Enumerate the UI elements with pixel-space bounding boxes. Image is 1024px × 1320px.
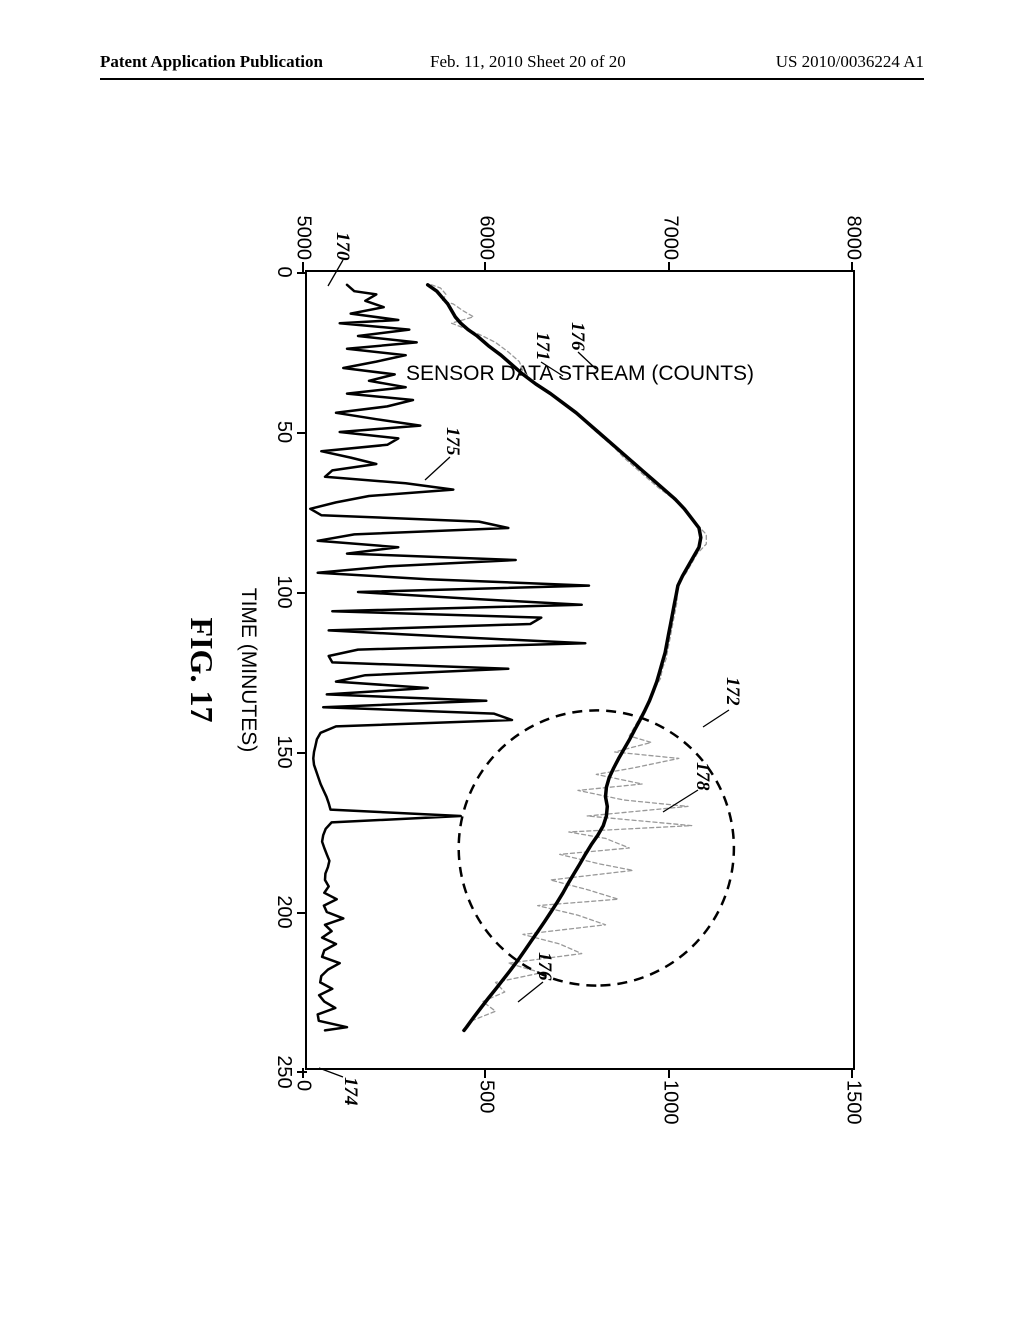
ytick-label-left: 5000	[292, 216, 315, 261]
ytick-label-left: 7000	[658, 216, 681, 261]
leader-175	[425, 457, 450, 480]
xtick-label: 150	[272, 735, 295, 768]
figure-label: FIG. 17	[183, 618, 220, 723]
ref-174: 174	[339, 1077, 361, 1106]
ref-176: 176	[566, 322, 588, 351]
xtick-label: 0	[272, 266, 295, 277]
xtick-label: 50	[272, 421, 295, 443]
ref-178: 178	[691, 762, 713, 791]
ytick-right	[302, 1068, 304, 1078]
xtick-label: 100	[272, 575, 295, 608]
plot-svg	[303, 272, 853, 1072]
leader-178	[663, 790, 698, 812]
ytick-right	[668, 1068, 670, 1078]
x-axis-title: TIME (MINUTES)	[236, 588, 260, 752]
page-header: Patent Application Publication Feb. 11, …	[0, 50, 1024, 80]
header-left-text: Patent Application Publication	[100, 52, 323, 72]
ytick-left	[668, 262, 670, 272]
highlight-circle-178	[459, 710, 734, 985]
ref-171: 171	[531, 332, 553, 361]
plot-area: 5000 6000 7000 8000 0 500 1000 1500 0 50…	[305, 270, 855, 1070]
xtick	[297, 752, 307, 754]
ytick-label-right: 1500	[842, 1080, 865, 1125]
leader-170	[328, 260, 343, 286]
leader-171	[541, 362, 563, 376]
ytick-right	[851, 1068, 853, 1078]
chart-inner: SENSOR DATA STREAM (COUNTS) TIME (MINUTE…	[155, 170, 885, 1170]
leader-174	[319, 1068, 343, 1077]
xtick	[297, 1071, 307, 1073]
xtick-label: 250	[272, 1055, 295, 1088]
ref-170: 170	[331, 232, 353, 261]
leader-176b	[518, 982, 543, 1002]
ytick-label-right: 500	[475, 1080, 498, 1113]
ref-172: 172	[721, 677, 743, 706]
xtick-label: 200	[272, 895, 295, 928]
chart-rotated-container: SENSOR DATA STREAM (COUNTS) TIME (MINUTE…	[20, 305, 1020, 1035]
xtick	[297, 912, 307, 914]
ytick-right	[484, 1068, 486, 1078]
leader-172	[703, 710, 729, 727]
ytick-left	[302, 262, 304, 272]
ytick-left	[851, 262, 853, 272]
ytick-label-left: 6000	[475, 216, 498, 261]
header-right-text: US 2010/0036224 A1	[776, 52, 924, 72]
leader-176a	[578, 352, 596, 369]
ytick-left	[484, 262, 486, 272]
xtick	[297, 592, 307, 594]
header-rule	[100, 78, 924, 80]
series-filtered-171-172	[428, 285, 701, 1031]
ref-175: 175	[441, 427, 463, 456]
xtick	[297, 432, 307, 434]
ytick-label-left: 8000	[842, 216, 865, 261]
ref-176b: 176	[533, 952, 555, 981]
ytick-label-right: 1000	[658, 1080, 681, 1125]
xtick	[297, 272, 307, 274]
header-mid-text: Feb. 11, 2010 Sheet 20 of 20	[430, 52, 626, 72]
